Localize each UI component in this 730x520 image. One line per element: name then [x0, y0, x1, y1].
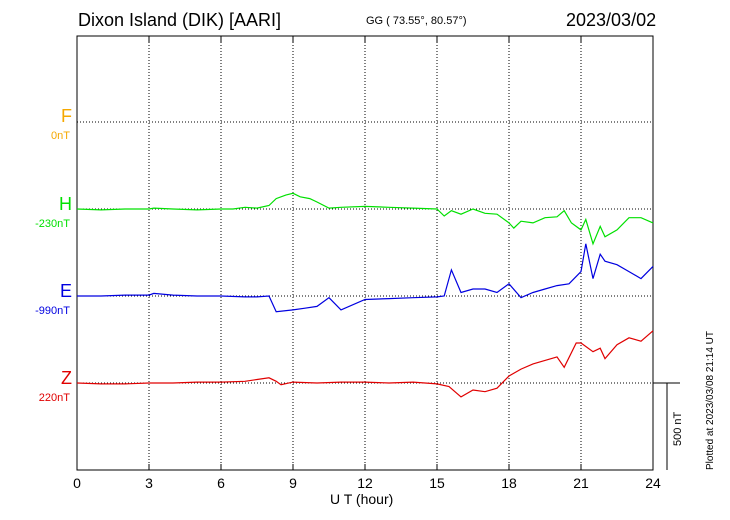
plotted-timestamp: Plotted at 2023/03/08 21:14 UT — [705, 331, 716, 470]
x-tick-label: 15 — [429, 475, 445, 491]
x-tick-label: 18 — [501, 475, 517, 491]
x-tick-label: 9 — [289, 475, 297, 491]
x-axis-label: U T (hour) — [330, 491, 394, 507]
x-tick-label: 12 — [357, 475, 373, 491]
x-tick-label: 21 — [573, 475, 589, 491]
series-line-e — [77, 243, 654, 313]
component-e-name: E — [59, 281, 72, 301]
component-h-baseline: -230nT — [35, 218, 70, 230]
date-label: 2023/03/02 — [566, 10, 657, 30]
series-line-h — [76, 192, 654, 246]
x-tick-label: 6 — [217, 475, 225, 491]
component-h-name: H — [59, 194, 72, 214]
scale-bar-label: 500 nT — [672, 411, 684, 446]
component-f-baseline: 0nT — [51, 130, 70, 142]
coordinates-label: GG ( 73.55°, 80.57°) — [366, 15, 467, 27]
component-f-name: F — [61, 106, 72, 126]
x-tick-label: 3 — [145, 475, 153, 491]
component-z-name: Z — [61, 368, 72, 388]
station-title: Dixon Island (DIK) [AARI] — [78, 10, 282, 30]
component-e-baseline: -990nT — [35, 305, 70, 317]
x-tick-label: 24 — [645, 475, 661, 491]
x-tick-label: 0 — [73, 475, 81, 491]
component-z-baseline: 220nT — [38, 392, 70, 404]
series-line-z — [76, 330, 654, 398]
